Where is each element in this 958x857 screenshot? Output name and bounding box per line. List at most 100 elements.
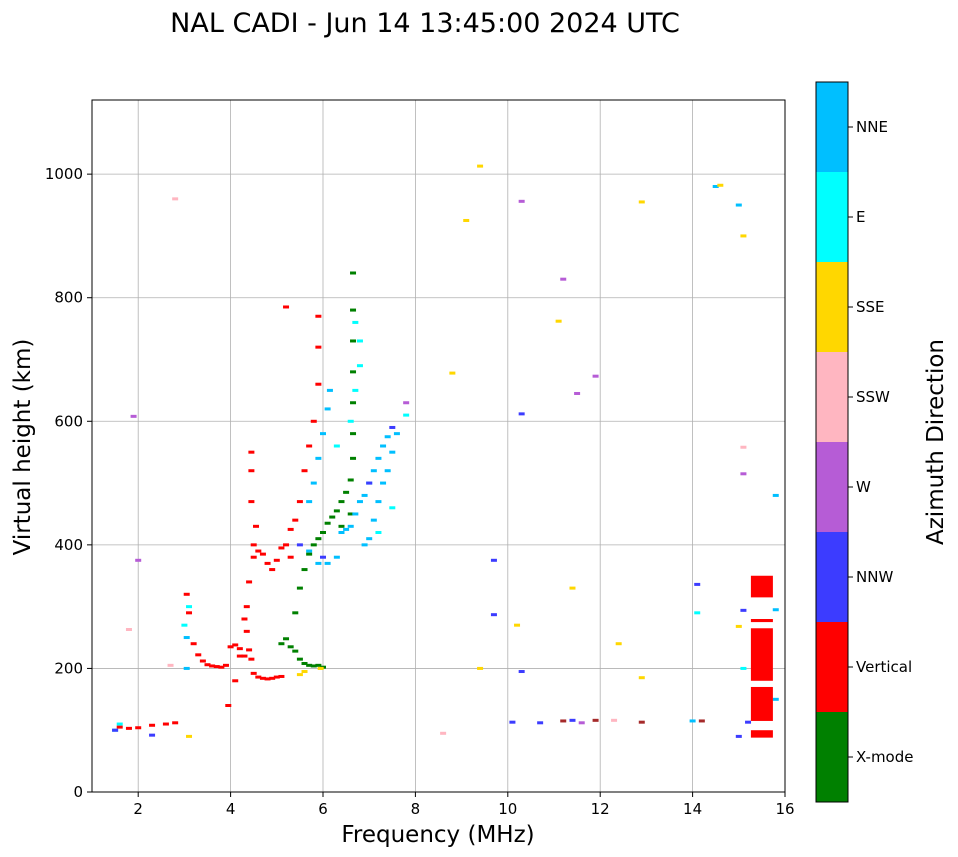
data-point xyxy=(490,558,497,562)
data-point xyxy=(333,444,340,448)
data-point xyxy=(269,676,276,680)
data-point xyxy=(578,721,585,725)
data-point xyxy=(638,200,645,204)
data-point xyxy=(259,676,266,680)
data-point xyxy=(560,277,567,281)
data-point xyxy=(172,197,179,201)
data-point xyxy=(232,643,239,647)
x-tick-label: 2 xyxy=(133,800,143,818)
data-point xyxy=(250,555,257,559)
data-point xyxy=(130,414,137,418)
data-point xyxy=(740,234,747,238)
data-point xyxy=(333,555,340,559)
x-tick-label: 16 xyxy=(775,800,794,818)
colorbar-tick-label: SSE xyxy=(856,298,885,316)
data-point xyxy=(269,568,276,572)
data-point xyxy=(389,425,396,429)
data-point xyxy=(306,500,313,504)
data-point xyxy=(225,704,232,707)
data-point xyxy=(310,481,317,485)
data-point xyxy=(283,637,290,641)
data-point xyxy=(490,613,497,617)
data-point xyxy=(306,549,313,553)
data-point xyxy=(694,582,701,586)
data-point xyxy=(320,555,326,559)
data-point xyxy=(352,388,359,392)
data-point xyxy=(361,543,368,547)
colorbar-tick-label: SSW xyxy=(856,388,890,406)
data-bar-segment xyxy=(750,619,773,623)
data-point xyxy=(638,676,645,680)
y-tick-label: 1000 xyxy=(45,165,83,183)
data-point xyxy=(301,469,308,473)
data-bar-segment xyxy=(750,730,773,738)
data-point xyxy=(183,636,190,640)
data-point xyxy=(560,719,567,723)
data-bar-segment xyxy=(750,628,773,681)
data-point xyxy=(537,721,544,725)
data-point xyxy=(477,666,484,670)
data-point xyxy=(315,382,322,386)
data-point xyxy=(246,580,253,584)
data-point xyxy=(735,734,742,738)
x-tick-label: 6 xyxy=(318,800,328,818)
data-point xyxy=(264,677,271,681)
data-point xyxy=(735,203,742,207)
data-point xyxy=(195,653,202,657)
data-point xyxy=(350,432,357,436)
data-point xyxy=(463,218,470,222)
data-point xyxy=(347,419,354,423)
data-point xyxy=(112,728,119,732)
data-point xyxy=(306,663,313,667)
data-point xyxy=(352,512,359,516)
data-point xyxy=(135,558,142,562)
data-point xyxy=(366,537,373,541)
data-point xyxy=(338,524,345,528)
plot-frame xyxy=(91,99,786,793)
data-point xyxy=(172,721,179,725)
data-point xyxy=(248,657,255,661)
data-point xyxy=(356,364,363,368)
data-point xyxy=(518,199,525,203)
data-point xyxy=(350,339,357,343)
data-point xyxy=(278,642,285,646)
colorbar-tick-label: NNE xyxy=(856,118,888,136)
colorbar-swatch xyxy=(816,532,848,622)
data-point xyxy=(273,675,280,679)
x-tick-label: 10 xyxy=(498,800,517,818)
data-point xyxy=(241,617,248,621)
data-point xyxy=(375,531,382,534)
x-axis-label: Frequency (MHz) xyxy=(341,822,534,848)
data-point xyxy=(694,611,701,615)
data-point xyxy=(125,726,132,730)
data-point xyxy=(518,670,525,674)
data-point xyxy=(320,432,326,436)
data-point xyxy=(518,412,525,416)
data-point xyxy=(310,664,317,668)
data-point xyxy=(338,500,345,504)
data-point xyxy=(162,722,169,726)
chart-title: NAL CADI - Jun 14 13:45:00 2024 UTC xyxy=(170,8,680,39)
x-tick-label: 12 xyxy=(591,800,610,818)
data-point xyxy=(310,543,317,547)
data-point xyxy=(343,527,350,531)
data-point xyxy=(375,500,382,504)
data-point xyxy=(227,645,234,649)
y-tick-label: 200 xyxy=(54,659,83,677)
data-point xyxy=(324,521,331,525)
data-point xyxy=(384,435,391,439)
x-tick-label: 8 xyxy=(411,800,421,818)
data-point xyxy=(352,320,359,324)
data-point xyxy=(301,661,308,665)
colorbar-label: Azimuth Direction xyxy=(923,339,949,545)
data-point xyxy=(370,469,377,473)
data-point xyxy=(248,450,255,454)
data-point xyxy=(740,608,747,612)
y-tick-label: 600 xyxy=(54,412,83,430)
colorbar-frame xyxy=(815,81,849,803)
data-point xyxy=(296,543,303,547)
x-tick-label: 14 xyxy=(683,800,702,818)
data-point xyxy=(361,493,368,497)
data-point xyxy=(449,371,456,375)
